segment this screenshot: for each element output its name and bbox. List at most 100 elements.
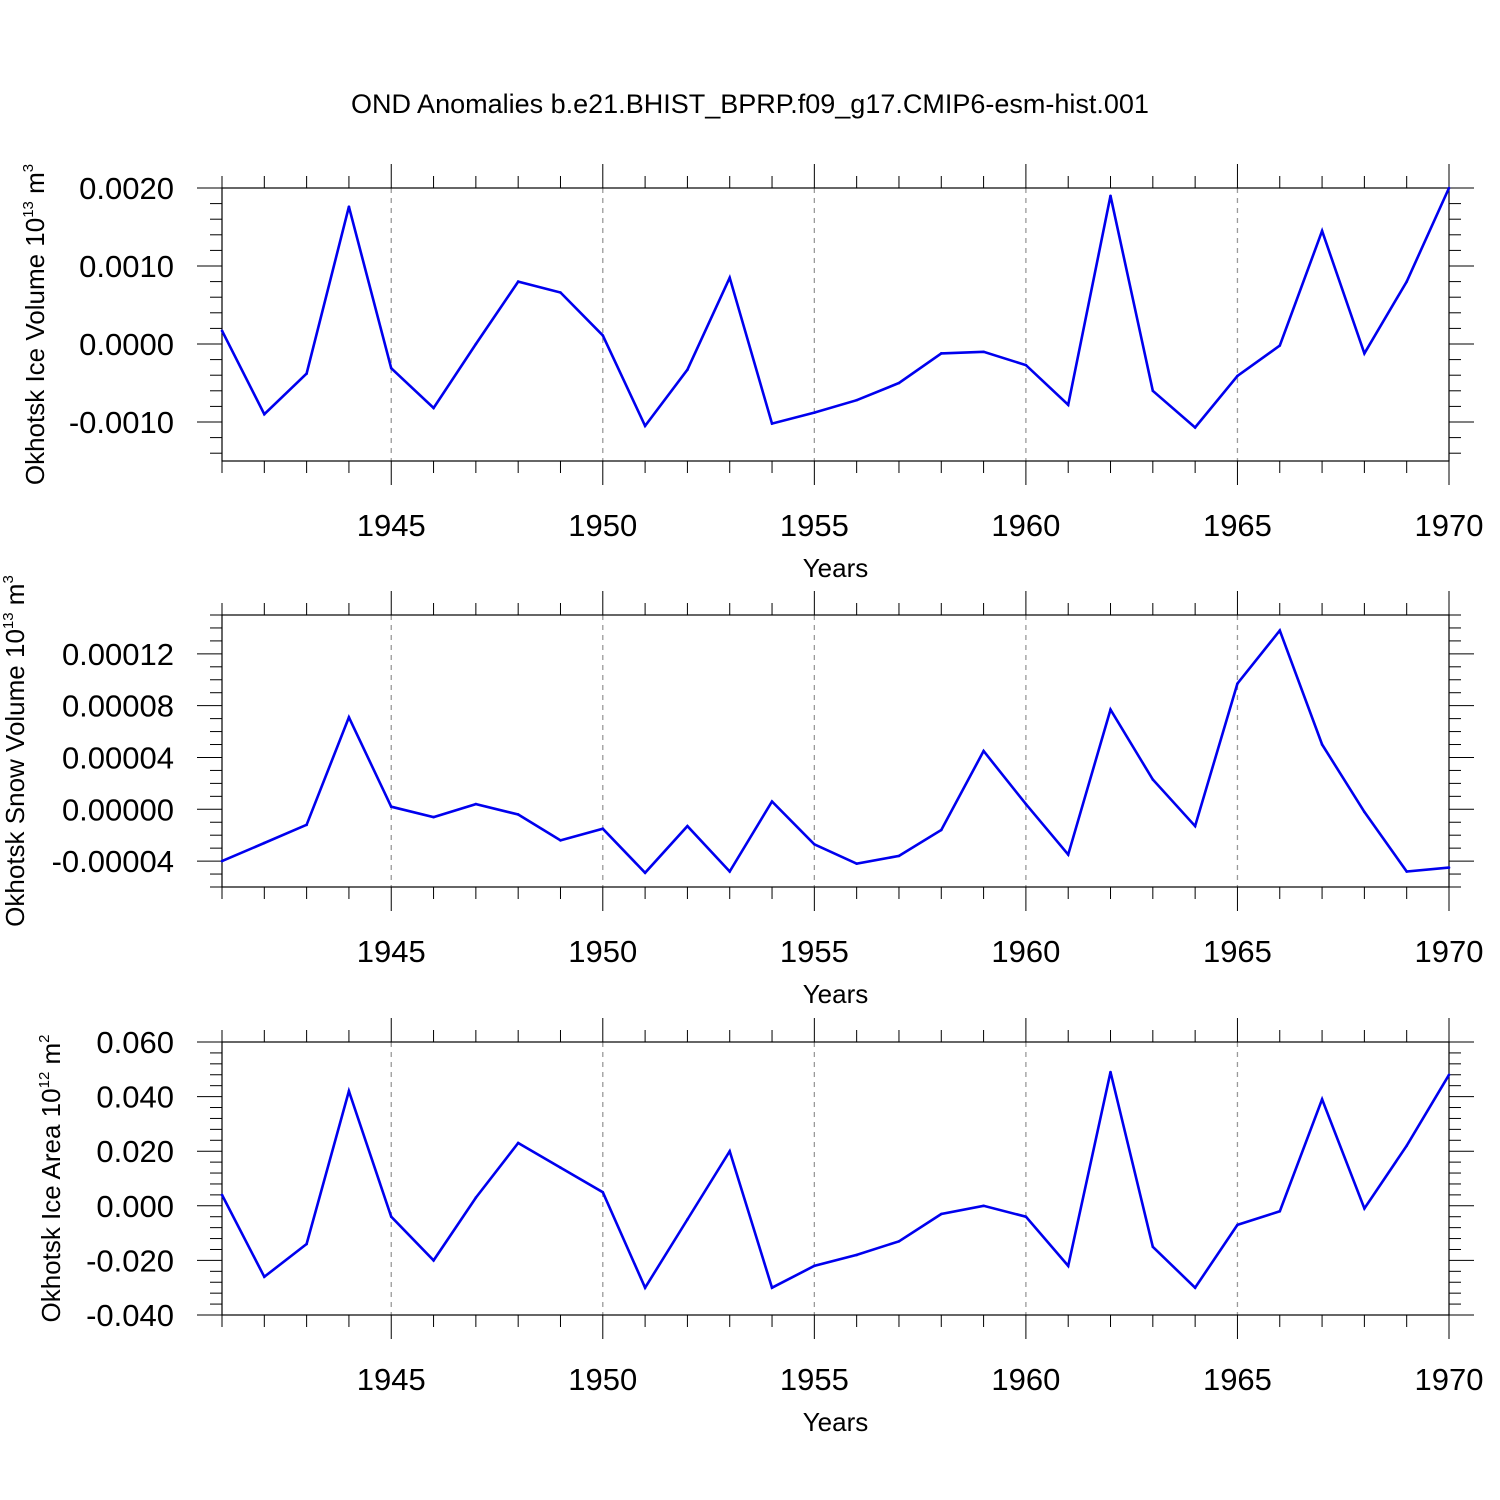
data-point xyxy=(728,1149,732,1153)
y-tick-label: 0.00004 xyxy=(62,740,174,775)
data-point xyxy=(1109,1070,1112,1074)
y-axis-label-main: Okhotsk Ice Area 10 xyxy=(36,1088,66,1322)
y-tick-label: 0.040 xyxy=(96,1080,174,1115)
y-axis-label-unit-exponent: 3 xyxy=(0,575,17,583)
data-point xyxy=(1363,810,1366,814)
data-point xyxy=(855,398,858,402)
data-point xyxy=(220,329,224,333)
y-tick-label: 0.00000 xyxy=(62,792,174,827)
data-point xyxy=(939,352,943,355)
data-point xyxy=(516,1141,520,1145)
data-point xyxy=(1447,1073,1451,1077)
data-point xyxy=(389,1215,393,1219)
x-tick-label: 1970 xyxy=(1415,1362,1484,1397)
data-point xyxy=(1320,1098,1324,1101)
data-point xyxy=(432,406,435,410)
data-point xyxy=(1066,1264,1070,1268)
y-axis-label-unit-exponent: 2 xyxy=(36,1034,53,1042)
data-point xyxy=(1447,866,1451,869)
data-point xyxy=(1320,229,1324,233)
y-tick-label: 0.0010 xyxy=(79,249,174,284)
y-tick-label: 0.00012 xyxy=(62,637,174,672)
x-tick-label: 1970 xyxy=(1415,934,1484,969)
data-point xyxy=(643,871,647,875)
data-point xyxy=(432,815,435,819)
data-point xyxy=(1236,682,1239,685)
x-axis-label: Years xyxy=(803,1407,869,1437)
data-point xyxy=(516,280,520,283)
x-tick-label: 1945 xyxy=(357,1362,426,1397)
y-axis-label-unit: m xyxy=(20,172,50,201)
data-point xyxy=(559,839,562,842)
data-point xyxy=(263,412,266,416)
data-point xyxy=(305,823,308,827)
data-point xyxy=(897,1239,901,1243)
data-point xyxy=(1066,403,1070,407)
y-tick-label: 0.0020 xyxy=(79,171,174,206)
data-point xyxy=(897,381,901,385)
data-point xyxy=(1066,853,1070,856)
panel-1: -0.0010 0.0000 0.0010 0.0020 1945 1950 1955 196… xyxy=(20,164,1483,583)
data-point xyxy=(474,342,478,346)
series-line xyxy=(220,1071,1451,1291)
data-point xyxy=(559,1166,562,1169)
data-point xyxy=(474,1196,478,1199)
data-point xyxy=(1109,708,1112,711)
data-point xyxy=(263,1275,266,1279)
data-point xyxy=(939,828,943,832)
data-point xyxy=(1193,824,1197,828)
chart-panels: -0.0010 0.0000 0.0010 0.0020 1945 1950 1955 196… xyxy=(0,164,1483,1437)
y-tick-label: 0.020 xyxy=(96,1134,174,1169)
data-point xyxy=(1024,1215,1028,1219)
data-point xyxy=(982,350,985,354)
data-point xyxy=(601,1190,605,1194)
y-axis-label-unit: m xyxy=(0,584,30,613)
data-point xyxy=(855,862,858,865)
data-point xyxy=(1236,374,1239,378)
data-point xyxy=(897,854,901,858)
y-tick-label: 0.060 xyxy=(96,1025,174,1060)
figure-title: OND Anomalies b.e21.BHIST_BPRP.f09_g17.C… xyxy=(351,89,1149,119)
data-point xyxy=(1236,1223,1239,1227)
series-line xyxy=(221,627,1450,875)
y-tick-label: 0.00008 xyxy=(62,689,174,724)
x-tick-label: 1945 xyxy=(357,934,426,969)
data-point xyxy=(347,716,351,719)
y-axis-label-unit: m xyxy=(36,1043,66,1072)
x-tick-label: 1950 xyxy=(568,934,637,969)
x-tick-label: 1960 xyxy=(991,508,1060,543)
data-point xyxy=(1278,344,1282,347)
data-point xyxy=(1151,1245,1155,1249)
plot-frame xyxy=(221,614,1450,888)
data-point xyxy=(220,859,224,863)
data-point xyxy=(1278,1209,1282,1213)
y-axis-label: Okhotsk Ice Area 1012 m2 xyxy=(36,1034,66,1322)
y-tick-label: -0.0010 xyxy=(69,405,174,440)
data-point xyxy=(813,842,816,846)
y-axis-label-main: Okhotsk Ice Volume 10 xyxy=(20,218,50,485)
data-point xyxy=(601,827,605,831)
x-tick-label: 1955 xyxy=(780,934,849,969)
data-point xyxy=(601,334,605,337)
data-point xyxy=(770,800,774,803)
y-axis-label-exponent: 12 xyxy=(36,1072,53,1089)
x-tick-label: 1950 xyxy=(568,508,637,543)
x-axis-label: Years xyxy=(803,553,869,583)
x-tick-label: 1965 xyxy=(1203,934,1272,969)
data-point xyxy=(220,1193,224,1197)
data-point xyxy=(982,1204,985,1208)
data-point xyxy=(516,813,520,816)
x-tick-label: 1960 xyxy=(991,1362,1060,1397)
y-axis-label: Okhotsk Snow Volume 1013 m3 xyxy=(0,575,30,927)
x-tick-label: 1950 xyxy=(568,1362,637,1397)
y-tick-label: -0.040 xyxy=(86,1298,174,1333)
data-point xyxy=(347,1089,351,1093)
data-point xyxy=(305,1242,308,1246)
x-tick-label: 1955 xyxy=(780,508,849,543)
data-point xyxy=(389,366,393,370)
data-point xyxy=(813,411,816,414)
x-tick-label: 1965 xyxy=(1203,1362,1272,1397)
data-point xyxy=(1151,389,1155,393)
y-axis-label-exponent: 13 xyxy=(20,201,37,218)
